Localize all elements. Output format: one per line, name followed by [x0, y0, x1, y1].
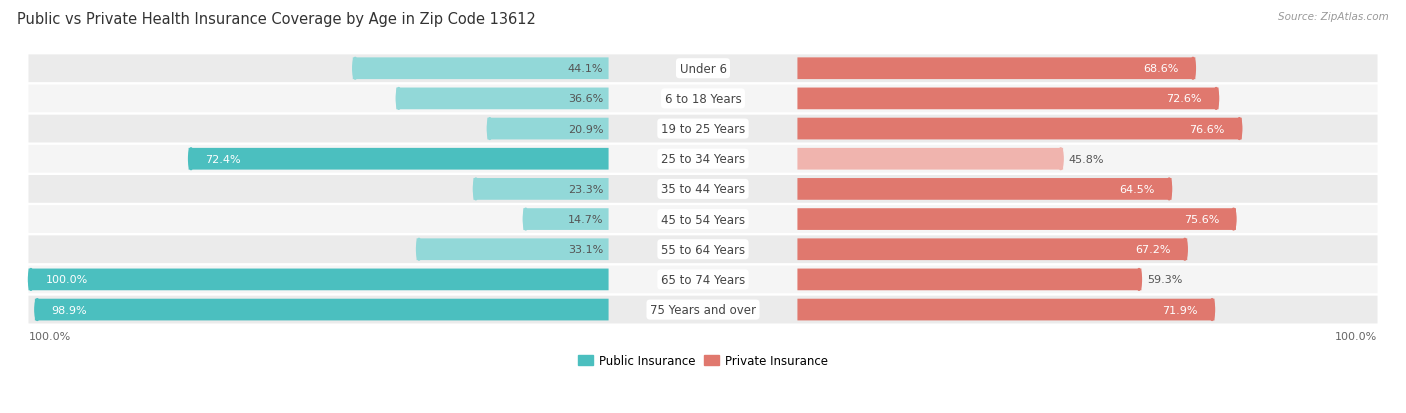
Circle shape	[488, 119, 492, 140]
Circle shape	[1209, 299, 1215, 320]
Text: 75 Years and over: 75 Years and over	[650, 303, 756, 316]
FancyBboxPatch shape	[797, 119, 1241, 140]
Text: 44.1%: 44.1%	[568, 64, 603, 74]
FancyBboxPatch shape	[188, 149, 609, 170]
Legend: Public Insurance, Private Insurance: Public Insurance, Private Insurance	[574, 350, 832, 372]
Circle shape	[1167, 178, 1171, 200]
FancyBboxPatch shape	[797, 239, 1187, 261]
Text: 100.0%: 100.0%	[45, 275, 87, 285]
FancyBboxPatch shape	[396, 88, 609, 110]
Text: 45.8%: 45.8%	[1069, 154, 1104, 164]
FancyBboxPatch shape	[28, 55, 1378, 83]
FancyBboxPatch shape	[797, 299, 1215, 320]
Circle shape	[28, 269, 34, 291]
Circle shape	[474, 178, 478, 200]
Circle shape	[1191, 58, 1195, 80]
Circle shape	[353, 58, 357, 80]
Text: 98.9%: 98.9%	[52, 305, 87, 315]
FancyBboxPatch shape	[28, 266, 1378, 294]
Text: 36.6%: 36.6%	[568, 94, 603, 104]
Circle shape	[1213, 88, 1219, 110]
Text: Under 6: Under 6	[679, 63, 727, 76]
FancyBboxPatch shape	[28, 236, 1378, 263]
FancyBboxPatch shape	[28, 296, 1378, 324]
FancyBboxPatch shape	[28, 145, 1378, 173]
Text: 71.9%: 71.9%	[1163, 305, 1198, 315]
FancyBboxPatch shape	[797, 269, 1142, 291]
Text: 35 to 44 Years: 35 to 44 Years	[661, 183, 745, 196]
Text: 25 to 34 Years: 25 to 34 Years	[661, 153, 745, 166]
Text: 68.6%: 68.6%	[1143, 64, 1178, 74]
Text: 23.3%: 23.3%	[568, 185, 603, 195]
Circle shape	[188, 149, 194, 170]
Text: 100.0%: 100.0%	[28, 332, 70, 342]
Circle shape	[416, 239, 422, 261]
Text: 55 to 64 Years: 55 to 64 Years	[661, 243, 745, 256]
Text: 76.6%: 76.6%	[1189, 124, 1225, 134]
FancyBboxPatch shape	[353, 58, 609, 80]
Circle shape	[1232, 209, 1236, 230]
Text: 59.3%: 59.3%	[1147, 275, 1182, 285]
FancyBboxPatch shape	[28, 115, 1378, 143]
Text: 75.6%: 75.6%	[1184, 214, 1219, 225]
Text: 45 to 54 Years: 45 to 54 Years	[661, 213, 745, 226]
Text: 67.2%: 67.2%	[1135, 244, 1170, 255]
Text: 100.0%: 100.0%	[1336, 332, 1378, 342]
FancyBboxPatch shape	[523, 209, 609, 230]
Circle shape	[35, 299, 39, 320]
FancyBboxPatch shape	[797, 209, 1236, 230]
Circle shape	[1136, 269, 1142, 291]
Text: 65 to 74 Years: 65 to 74 Years	[661, 273, 745, 286]
FancyBboxPatch shape	[797, 178, 1171, 200]
FancyBboxPatch shape	[28, 176, 1378, 203]
Text: Source: ZipAtlas.com: Source: ZipAtlas.com	[1278, 12, 1389, 22]
Text: 72.6%: 72.6%	[1166, 94, 1202, 104]
Circle shape	[1182, 239, 1187, 261]
FancyBboxPatch shape	[488, 119, 609, 140]
FancyBboxPatch shape	[797, 149, 1063, 170]
Text: 19 to 25 Years: 19 to 25 Years	[661, 123, 745, 136]
FancyBboxPatch shape	[28, 269, 609, 291]
Circle shape	[396, 88, 401, 110]
Text: 20.9%: 20.9%	[568, 124, 603, 134]
Text: 6 to 18 Years: 6 to 18 Years	[665, 93, 741, 106]
Circle shape	[523, 209, 529, 230]
Text: 33.1%: 33.1%	[568, 244, 603, 255]
Text: Public vs Private Health Insurance Coverage by Age in Zip Code 13612: Public vs Private Health Insurance Cover…	[17, 12, 536, 27]
FancyBboxPatch shape	[35, 299, 609, 320]
FancyBboxPatch shape	[474, 178, 609, 200]
Circle shape	[1237, 119, 1241, 140]
Text: 14.7%: 14.7%	[568, 214, 603, 225]
FancyBboxPatch shape	[416, 239, 609, 261]
FancyBboxPatch shape	[797, 58, 1195, 80]
Text: 64.5%: 64.5%	[1119, 185, 1154, 195]
Text: 72.4%: 72.4%	[205, 154, 240, 164]
Circle shape	[1059, 149, 1063, 170]
FancyBboxPatch shape	[28, 85, 1378, 113]
FancyBboxPatch shape	[28, 206, 1378, 233]
FancyBboxPatch shape	[797, 88, 1219, 110]
